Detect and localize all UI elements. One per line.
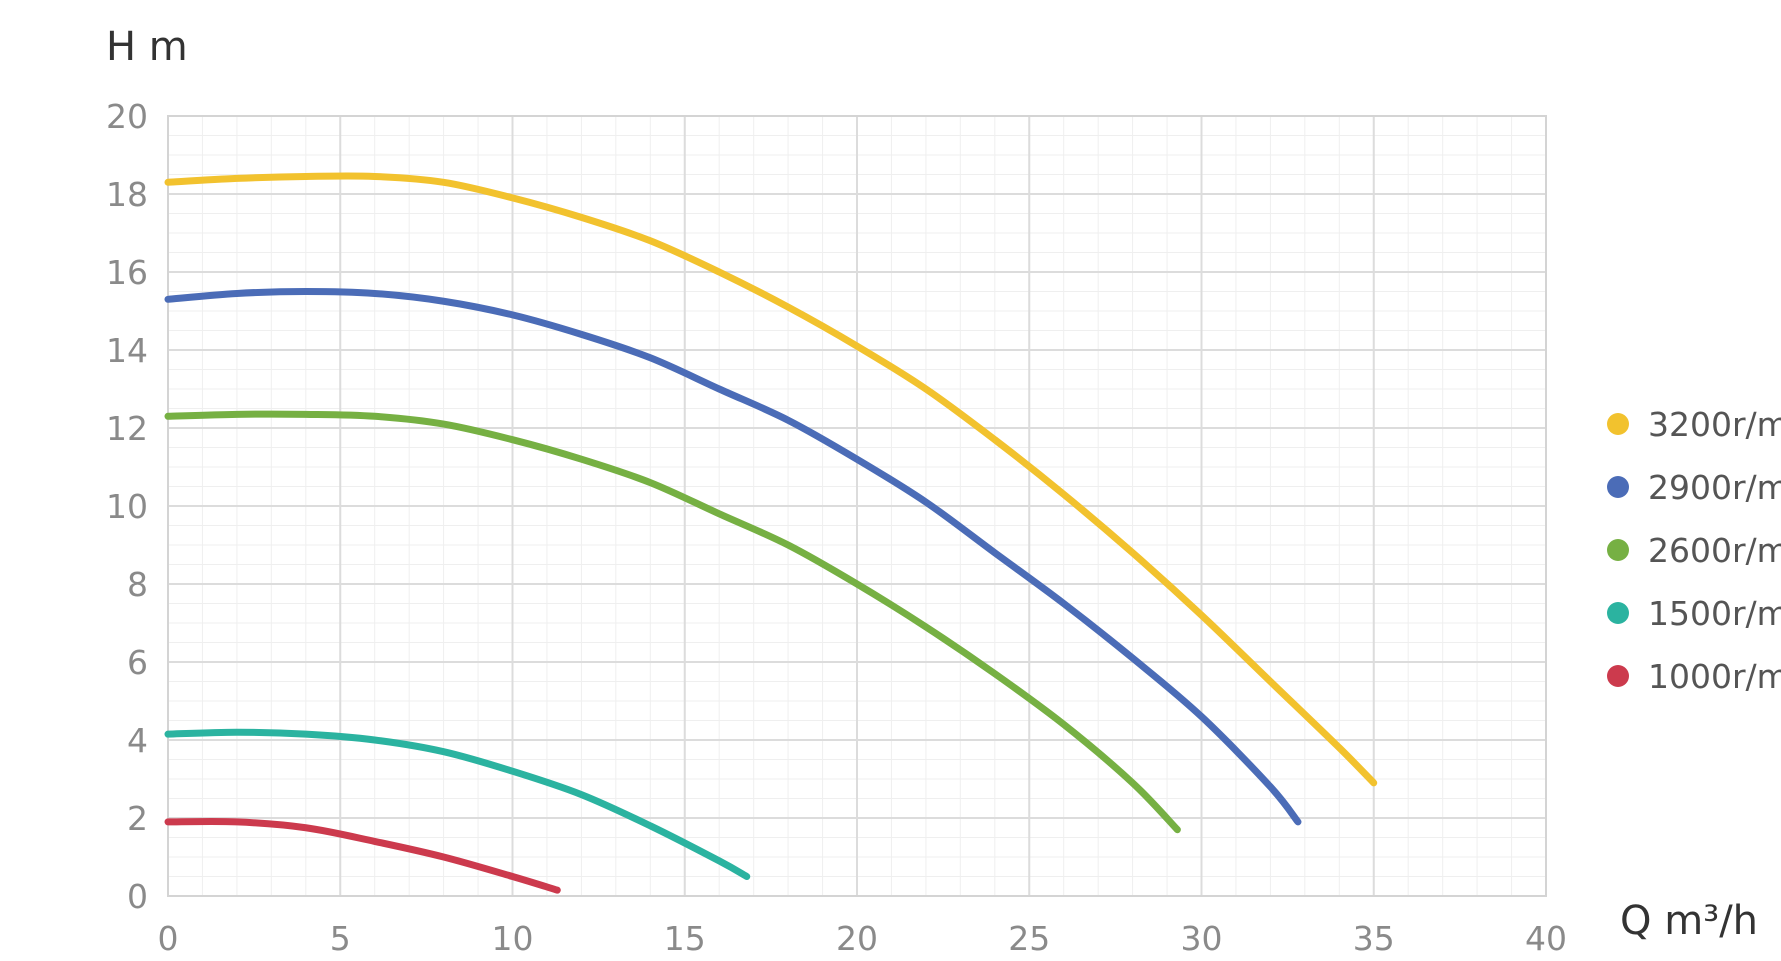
- y-tick-label: 20: [106, 97, 148, 136]
- legend-marker: [1607, 602, 1629, 624]
- legend-label: 3200r/min: [1648, 405, 1781, 444]
- legend-marker: [1607, 665, 1629, 687]
- series-line-4: [164, 817, 561, 894]
- x-tick-label: 40: [1525, 919, 1567, 957]
- series-line-2: [164, 410, 1181, 834]
- x-tick-label: 30: [1181, 919, 1223, 957]
- y-tick-label: 8: [127, 565, 148, 604]
- y-tick-label: 4: [127, 721, 148, 760]
- x-tick-label: 20: [836, 919, 878, 957]
- y-tick-label: 0: [127, 877, 148, 916]
- x-tick-label: 25: [1008, 919, 1050, 957]
- x-tick-label: 0: [158, 919, 179, 957]
- x-tick-label: 5: [330, 919, 351, 957]
- y-tick-label: 2: [127, 799, 148, 838]
- y-tick-label: 6: [127, 643, 148, 682]
- y-axis-title: H m: [106, 24, 188, 70]
- series-line-0: [164, 172, 1378, 787]
- legend-label: 2900r/min: [1648, 468, 1781, 507]
- legend-marker: [1607, 539, 1629, 561]
- legend-marker: [1607, 476, 1629, 498]
- y-tick-label: 16: [106, 253, 148, 292]
- x-axis-title: Q m³/h: [1620, 898, 1758, 944]
- series-line-3: [164, 728, 751, 880]
- y-tick-label: 12: [106, 409, 148, 448]
- x-tick-label: 15: [664, 919, 706, 957]
- x-tick-labels: 0 5 10 15 20 25 30 35 40: [158, 919, 1568, 958]
- x-tick-label: 35: [1353, 919, 1395, 957]
- legend: 3200r/min 2900r/min 2600r/min 1500r/min 1000…: [1607, 405, 1781, 696]
- series-line-1: [164, 288, 1302, 826]
- legend-marker: [1607, 413, 1629, 435]
- y-tick-labels: 0 2 4 6 8 10 12 14 16 18 20: [106, 97, 148, 916]
- legend-label: 1000r/min: [1648, 657, 1781, 696]
- y-tick-label: 14: [106, 331, 148, 370]
- x-tick-label: 10: [492, 919, 534, 957]
- y-tick-label: 18: [106, 175, 148, 214]
- legend-label: 1500r/min: [1648, 594, 1781, 633]
- plot-frame: [167, 115, 1547, 897]
- legend-label: 2600r/min: [1648, 531, 1781, 570]
- y-tick-label: 10: [106, 487, 148, 526]
- series-layer: [164, 172, 1378, 894]
